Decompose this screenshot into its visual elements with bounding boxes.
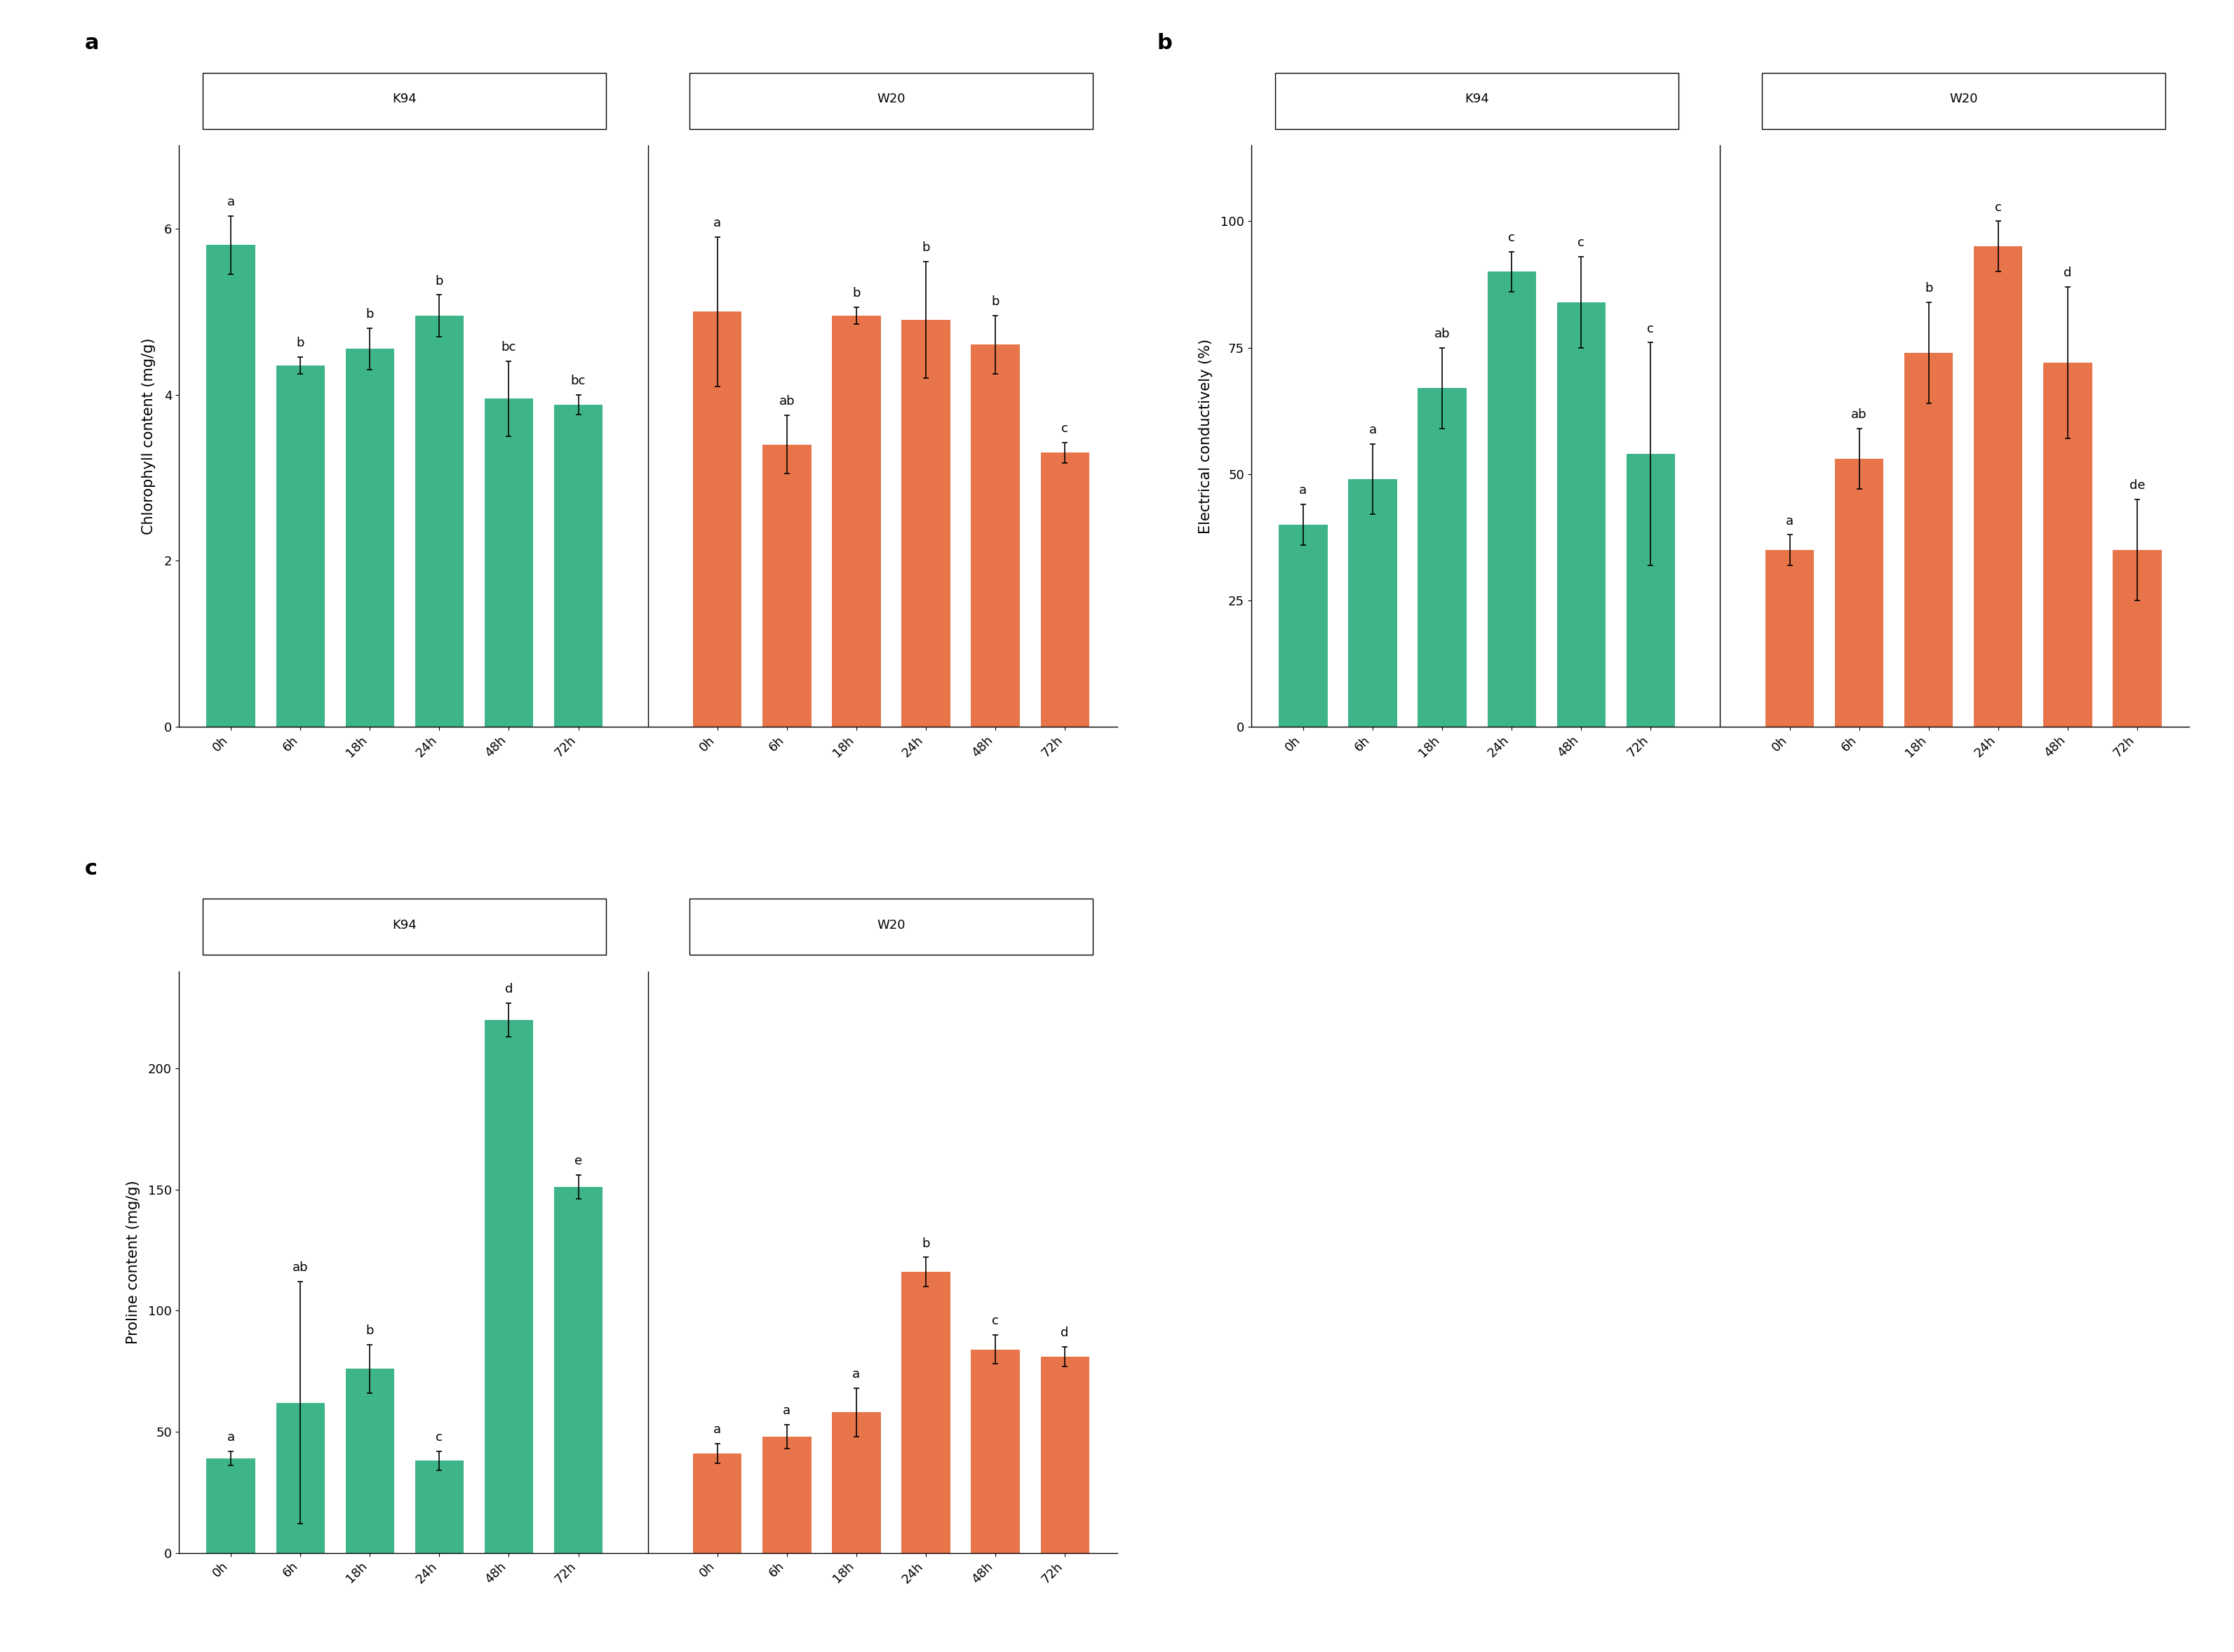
Text: a: a — [713, 216, 722, 230]
Bar — [206, 1459, 255, 1553]
Bar — [1419, 388, 1466, 727]
Bar — [903, 1272, 949, 1553]
Bar — [972, 345, 1019, 727]
Text: b: b — [1157, 33, 1173, 53]
Bar — [1557, 302, 1606, 727]
Bar — [416, 316, 465, 727]
Text: c: c — [1646, 322, 1653, 335]
Text: bc: bc — [572, 375, 585, 387]
Text: c: c — [992, 1315, 999, 1327]
Text: c: c — [1577, 236, 1584, 249]
Text: ab: ab — [780, 395, 795, 408]
Text: a: a — [228, 197, 235, 208]
Bar — [1763, 73, 2165, 129]
Bar — [693, 1454, 742, 1553]
Text: b: b — [923, 241, 929, 254]
Bar — [2113, 550, 2163, 727]
Text: a: a — [782, 1404, 791, 1417]
Bar — [1975, 246, 2022, 727]
Text: b: b — [853, 287, 860, 299]
Text: b: b — [297, 337, 304, 350]
Text: b: b — [1926, 282, 1932, 294]
Text: K94: K94 — [393, 919, 418, 932]
Bar — [1276, 73, 1678, 129]
Bar — [1765, 550, 1814, 727]
Text: ab: ab — [1434, 327, 1450, 340]
Text: W20: W20 — [878, 93, 905, 106]
Text: de: de — [2129, 479, 2145, 492]
Bar — [1278, 525, 1327, 727]
Text: K94: K94 — [1466, 93, 1490, 106]
Bar — [693, 312, 742, 727]
Text: a: a — [1300, 484, 1307, 497]
Bar — [416, 1460, 465, 1553]
Bar — [203, 899, 605, 955]
Text: b: b — [366, 1325, 373, 1336]
Bar — [1834, 459, 1883, 727]
Bar — [554, 1188, 603, 1553]
Bar — [485, 1019, 534, 1553]
Bar — [277, 1403, 324, 1553]
Text: c: c — [1061, 423, 1068, 434]
Bar — [277, 365, 324, 727]
Text: c: c — [1995, 202, 2002, 213]
Bar — [903, 320, 949, 727]
Text: ab: ab — [293, 1262, 308, 1274]
Text: a: a — [228, 1431, 235, 1444]
Bar — [1041, 453, 1090, 727]
Bar — [2044, 363, 2091, 727]
Bar — [206, 244, 255, 727]
Bar — [831, 1412, 880, 1553]
Text: b: b — [992, 296, 999, 309]
Bar — [346, 1370, 393, 1553]
Text: b: b — [436, 274, 442, 287]
Bar — [690, 73, 1092, 129]
Bar — [1903, 352, 1953, 727]
Bar — [1349, 479, 1396, 727]
Text: a: a — [1785, 514, 1794, 527]
Text: bc: bc — [500, 342, 516, 354]
Y-axis label: Electrical conductively (%): Electrical conductively (%) — [1200, 339, 1213, 534]
Y-axis label: Chlorophyll content (mg/g): Chlorophyll content (mg/g) — [143, 337, 156, 535]
Y-axis label: Proline content (mg/g): Proline content (mg/g) — [125, 1180, 141, 1345]
Text: a: a — [1369, 423, 1376, 436]
Bar — [762, 1437, 811, 1553]
Bar — [1041, 1356, 1090, 1553]
Bar — [1626, 454, 1676, 727]
Text: c: c — [1508, 231, 1515, 244]
Bar — [690, 899, 1092, 955]
Text: d: d — [505, 983, 514, 995]
Text: e: e — [574, 1155, 583, 1168]
Text: a: a — [853, 1368, 860, 1381]
Text: a: a — [713, 1424, 722, 1436]
Text: c: c — [436, 1431, 442, 1444]
Text: W20: W20 — [1950, 93, 1977, 106]
Text: b: b — [923, 1237, 929, 1249]
Text: d: d — [1061, 1327, 1068, 1340]
Text: b: b — [366, 307, 373, 320]
Text: K94: K94 — [393, 93, 418, 106]
Bar — [485, 398, 534, 727]
Bar — [1488, 273, 1537, 727]
Text: a: a — [85, 33, 98, 53]
Bar — [346, 349, 393, 727]
Text: c: c — [85, 859, 98, 879]
Bar — [554, 405, 603, 727]
Text: ab: ab — [1852, 408, 1868, 421]
Text: d: d — [2064, 266, 2071, 279]
Text: W20: W20 — [878, 919, 905, 932]
Bar — [203, 73, 605, 129]
Bar — [762, 444, 811, 727]
Bar — [831, 316, 880, 727]
Bar — [972, 1350, 1019, 1553]
